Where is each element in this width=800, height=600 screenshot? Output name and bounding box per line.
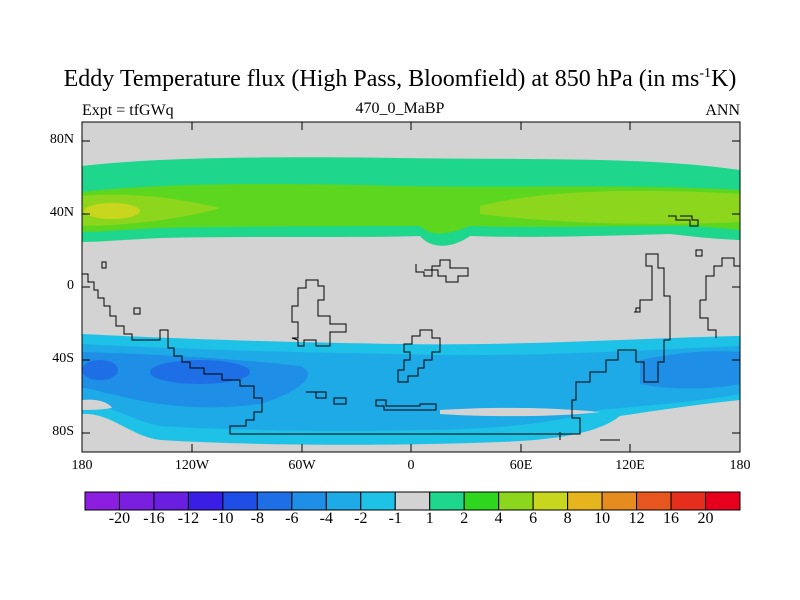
south-grey-center (440, 407, 600, 417)
colorbar-label: -6 (285, 510, 299, 527)
map-panel (81, 121, 741, 453)
colorbar-label: 20 (697, 510, 714, 527)
lat-ticks (82, 140, 740, 434)
lat-label-80s: 80S (52, 424, 74, 439)
coast-europe-africa (291, 279, 347, 347)
colorbar-box (670, 491, 707, 511)
lat-label-80n: 80N (49, 132, 74, 147)
coast-antarctic-patch-2 (333, 397, 347, 405)
colorbar (84, 491, 741, 511)
colorbar-label: -1 (388, 510, 402, 527)
south-grey-east (600, 400, 740, 452)
colorbar-label: -8 (250, 510, 265, 527)
coast-south-america-tip (559, 432, 620, 441)
lon-label-180e: 180 (729, 458, 751, 473)
coast-asia (415, 259, 469, 283)
season-label: ANN (705, 102, 740, 119)
colorbar-box (153, 491, 189, 511)
coast-island-d (635, 307, 641, 313)
lon-ticks (191, 122, 631, 452)
colorbar-box (256, 491, 293, 511)
colorbar-label: 1 (425, 510, 434, 527)
coast-island-c (695, 249, 703, 257)
lat-label-40n: 40N (49, 205, 74, 220)
south-band-blue-dark (82, 360, 118, 380)
lon-label-0: 0 (407, 458, 415, 473)
south-grey-west (82, 399, 112, 410)
colorbar-box (705, 491, 741, 511)
colorbar-box (222, 491, 258, 511)
colorbar-box (84, 491, 120, 511)
colorbar-box (291, 491, 327, 511)
colorbar-label: -16 (143, 510, 165, 527)
colorbar-box (532, 491, 569, 511)
colorbar-box (394, 491, 431, 511)
colorbar-label: 8 (563, 510, 572, 527)
lon-label-120e: 120E (615, 458, 645, 473)
south-band-blue-dark-2 (150, 360, 250, 384)
colorbar-box (429, 491, 465, 511)
colorbar-label: 10 (594, 510, 611, 527)
colorbar-box (636, 491, 672, 511)
plot-subtitle: 470_0_MaBP (355, 100, 445, 117)
colorbar-label: 12 (628, 510, 645, 527)
colorbar-label: 2 (460, 510, 469, 527)
lat-label-40s: 40S (52, 351, 74, 366)
colorbar-label: 6 (529, 510, 538, 527)
colorbar-label: 16 (663, 510, 680, 527)
colorbar-box (601, 491, 638, 511)
lon-label-180w: 180 (71, 458, 93, 473)
coast-north-america (82, 253, 671, 435)
south-band-blue-east (640, 351, 740, 389)
colorbar-box (498, 491, 534, 511)
coast-island-b (101, 261, 107, 269)
plot-title: Eddy Temperature flux (High Pass, Bloomf… (63, 66, 737, 92)
coast-island-a (133, 307, 141, 315)
colorbar-label: -12 (177, 510, 200, 527)
colorbar-label: -20 (108, 510, 131, 527)
coast-japan (668, 215, 699, 227)
lon-label-60e: 60E (509, 458, 533, 473)
north-band-yellow (84, 203, 140, 219)
colorbar-label: -2 (354, 510, 368, 527)
colorbar-box (325, 491, 362, 511)
coast-east-asia (699, 257, 741, 338)
colorbar-box (360, 491, 396, 511)
lon-label-120w: 120W (174, 458, 210, 473)
colorbar-label: -10 (212, 510, 234, 527)
lat-label-0: 0 (67, 278, 74, 293)
coast-australia-ish (375, 399, 437, 411)
coastlines (82, 215, 741, 441)
colorbar-label: -4 (319, 510, 333, 527)
colorbar-box (118, 491, 155, 511)
coast-africa-south (397, 329, 441, 383)
colorbar-box (567, 491, 603, 511)
colorbar-box (187, 491, 224, 511)
lon-label-60w: 60W (288, 458, 316, 473)
colorbar-label: 4 (494, 510, 503, 527)
experiment-label: Expt = tfGWq (82, 102, 174, 119)
colorbar-box (463, 491, 500, 511)
coast-antarctic-patch (306, 391, 327, 399)
